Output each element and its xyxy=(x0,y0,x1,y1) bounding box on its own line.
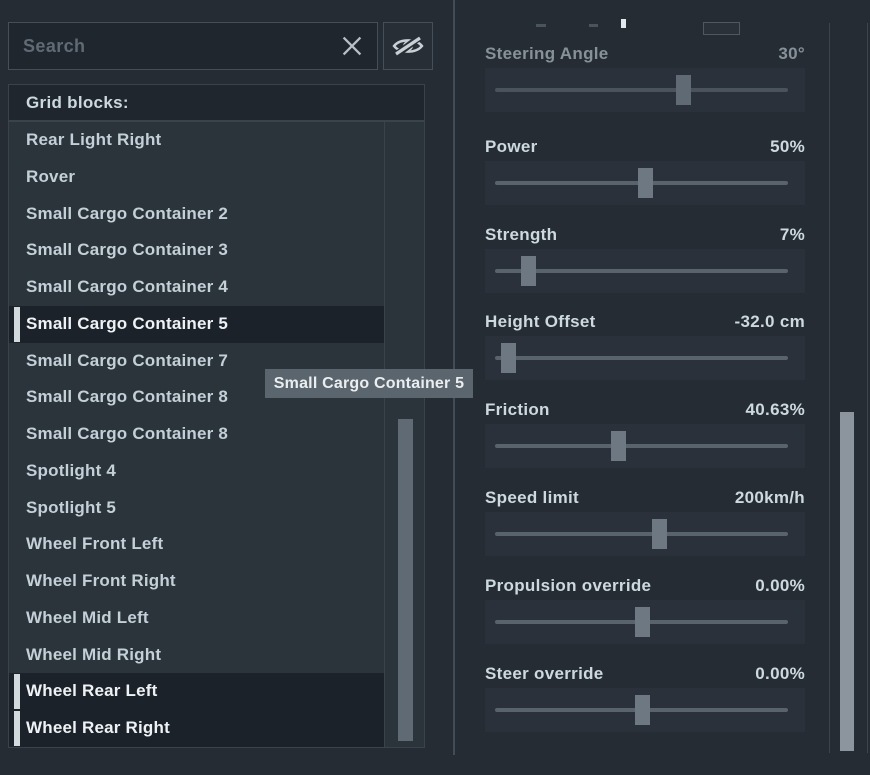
slider-track-area-strength[interactable] xyxy=(485,249,805,293)
list-item-label: Small Cargo Container 8 xyxy=(26,424,229,443)
list-item-wheel-front-right[interactable]: Wheel Front Right xyxy=(9,563,384,600)
slider-value: 50% xyxy=(770,137,805,156)
slider-label: Strength xyxy=(485,225,558,244)
slider-label: Height Offset xyxy=(485,312,596,331)
list-item-label: Wheel Rear Left xyxy=(26,681,158,701)
list-scrollbar-thumb[interactable] xyxy=(398,419,413,741)
slider-thumb-height-offset[interactable] xyxy=(500,343,516,373)
eye-slash-icon xyxy=(392,34,424,58)
cutoff-text-fragment xyxy=(589,24,598,27)
list-item-spotlight-4[interactable]: Spotlight 4 xyxy=(9,453,384,490)
list-scrollbar-track[interactable] xyxy=(384,122,385,747)
list-item-label: Spotlight 5 xyxy=(26,497,117,517)
slider-track[interactable] xyxy=(495,356,788,360)
list-item-label: Rear Light Right xyxy=(26,130,162,149)
hide-blocks-button[interactable] xyxy=(383,22,433,70)
slider-value: 0.00% xyxy=(755,664,805,683)
panel-scrollbar-track[interactable] xyxy=(829,23,830,753)
slider-thumb-power[interactable] xyxy=(638,168,654,198)
grid-blocks-label: Grid blocks: xyxy=(26,92,129,112)
list-item-label: Small Cargo Container 4 xyxy=(26,277,229,296)
slider-group-speed-limit: Speed limit 200km/h xyxy=(485,488,805,556)
slider-value: 200km/h xyxy=(734,488,805,507)
cutoff-control-box xyxy=(703,22,740,35)
list-item-wheel-rear-left[interactable]: Wheel Rear Left xyxy=(9,673,384,710)
list-item-label: Wheel Rear Right xyxy=(26,718,170,737)
slider-track[interactable] xyxy=(495,269,788,273)
clear-search-button[interactable] xyxy=(332,28,372,64)
list-item-label: Spotlight 4 xyxy=(26,460,117,480)
slider-group-height-offset: Height Offset -32.0 cm xyxy=(485,312,805,380)
list-item-label: Small Cargo Container 5 xyxy=(26,313,229,333)
list-item-spotlight-5[interactable]: Spotlight 5 xyxy=(9,490,384,527)
list-item-label: Wheel Mid Left xyxy=(26,607,149,627)
slider-label: Friction xyxy=(485,400,550,419)
slider-group-steering-angle: Steering Angle 30° xyxy=(485,44,805,112)
list-item-label: Wheel Front Left xyxy=(26,534,164,554)
grid-blocks-header: Grid blocks: xyxy=(8,84,425,121)
list-item-small-cargo-container-3[interactable]: Small Cargo Container 3 xyxy=(9,232,384,269)
slider-track-area-friction[interactable] xyxy=(485,424,805,468)
slider-label: Steering Angle xyxy=(485,44,609,63)
slider-track-area-steering-angle[interactable] xyxy=(485,68,805,112)
list-item-label: Small Cargo Container 3 xyxy=(26,240,229,260)
list-item-rover[interactable]: Rover xyxy=(9,159,384,196)
slider-track-area-height-offset[interactable] xyxy=(485,336,805,380)
slider-value: 40.63% xyxy=(745,400,805,419)
slider-label: Steer override xyxy=(485,664,604,683)
cutoff-text-fragment xyxy=(621,19,626,28)
tooltip: Small Cargo Container 5 xyxy=(265,369,473,398)
list-item-small-cargo-container-7[interactable]: Small Cargo Container 7 xyxy=(9,343,384,380)
list-item-wheel-mid-right[interactable]: Wheel Mid Right xyxy=(9,637,384,674)
list-item-small-cargo-container-4[interactable]: Small Cargo Container 4 xyxy=(9,269,384,306)
slider-thumb-speed-limit[interactable] xyxy=(651,519,667,549)
slider-track[interactable] xyxy=(495,532,788,536)
slider-group-propulsion-override: Propulsion override 0.00% xyxy=(485,576,805,644)
slider-thumb-steer-override[interactable] xyxy=(635,695,651,725)
slider-value: -32.0 cm xyxy=(734,312,805,331)
slider-value: 7% xyxy=(779,225,805,244)
x-icon xyxy=(342,36,362,56)
list-item-small-cargo-container-8[interactable]: Small Cargo Container 8 xyxy=(9,416,384,453)
slider-track-area-speed-limit[interactable] xyxy=(485,512,805,556)
list-item-small-cargo-container-5[interactable]: Small Cargo Container 5 xyxy=(9,305,384,343)
panel-scrollbar-thumb[interactable] xyxy=(840,412,854,751)
list-item-wheel-front-left[interactable]: Wheel Front Left xyxy=(9,526,384,563)
list-item-wheel-rear-right[interactable]: Wheel Rear Right xyxy=(9,710,384,747)
list-item-small-cargo-container-8[interactable]: Small Cargo Container 8 xyxy=(9,379,384,416)
list-item-label: Rover xyxy=(26,166,76,186)
list-item-wheel-mid-left[interactable]: Wheel Mid Left xyxy=(9,600,384,637)
slider-value: 30° xyxy=(778,44,805,63)
list-item-rear-light-right[interactable]: Rear Light Right xyxy=(9,122,384,159)
slider-label: Power xyxy=(485,137,538,156)
slider-group-steer-override: Steer override 0.00% xyxy=(485,664,805,732)
slider-track[interactable] xyxy=(495,88,788,92)
list-item-label: Wheel Mid Right xyxy=(26,644,162,664)
slider-thumb-strength[interactable] xyxy=(520,256,536,286)
list-item-label: Small Cargo Container 7 xyxy=(26,350,229,370)
slider-track[interactable] xyxy=(495,444,788,448)
list-item-label: Wheel Front Right xyxy=(26,571,176,590)
cutoff-text-fragment xyxy=(536,24,546,27)
slider-group-strength: Strength 7% xyxy=(485,225,805,293)
slider-label: Propulsion override xyxy=(485,576,652,595)
slider-track-area-steer-override[interactable] xyxy=(485,688,805,732)
slider-group-power: Power 50% xyxy=(485,137,805,205)
search-input[interactable] xyxy=(8,22,378,70)
panel-scrollbar-edge xyxy=(867,23,868,753)
slider-track-area-power[interactable] xyxy=(485,161,805,205)
slider-track-area-propulsion-override[interactable] xyxy=(485,600,805,644)
slider-group-friction: Friction 40.63% xyxy=(485,400,805,468)
slider-value: 0.00% xyxy=(755,576,805,595)
list-item-small-cargo-container-2[interactable]: Small Cargo Container 2 xyxy=(9,196,384,233)
slider-thumb-friction[interactable] xyxy=(610,431,626,461)
list-item-label: Small Cargo Container 2 xyxy=(26,203,229,223)
slider-thumb-propulsion-override[interactable] xyxy=(635,607,651,637)
slider-label: Speed limit xyxy=(485,488,579,507)
grid-blocks-list: Rear Light Right Rover Small Cargo Contain… xyxy=(8,121,425,748)
list-item-label: Small Cargo Container 8 xyxy=(26,387,229,407)
slider-thumb-steering-angle[interactable] xyxy=(676,75,692,105)
